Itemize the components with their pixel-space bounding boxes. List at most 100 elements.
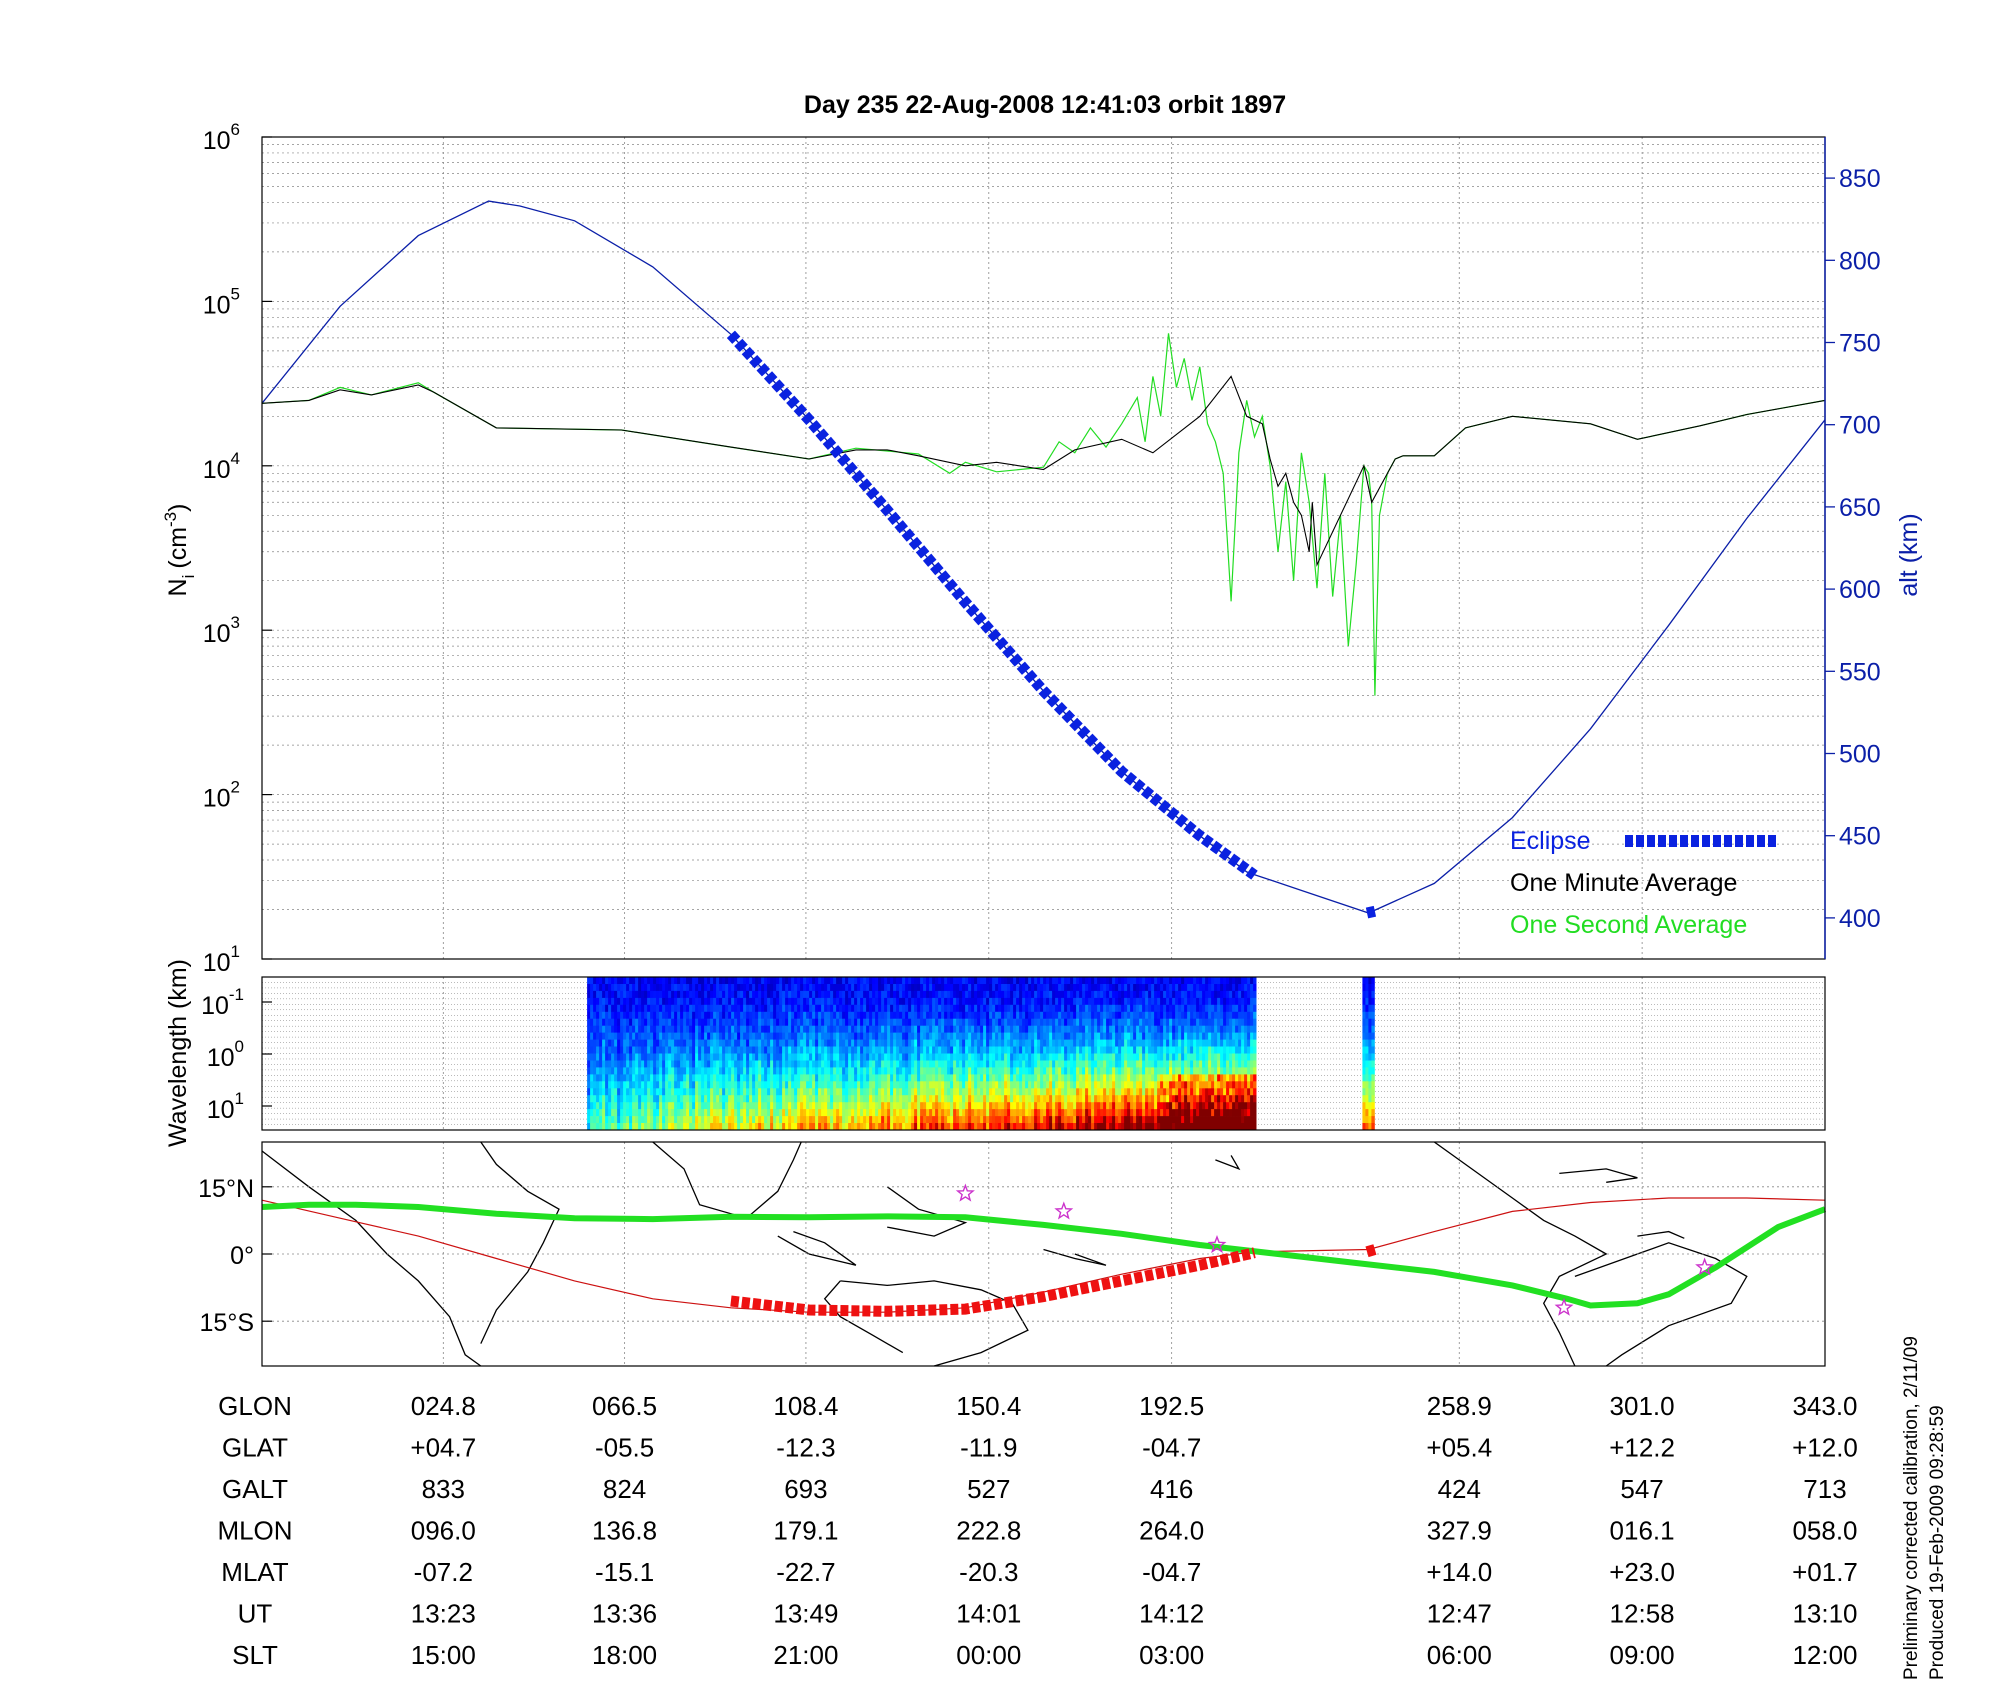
spectrogram-cell [929,1116,933,1124]
spectrogram-cell [1247,1032,1251,1040]
spectrogram-cell [587,1011,591,1020]
spectrogram-cell [590,1004,594,1013]
spectrogram-cell [947,1102,951,1110]
spectrogram-cell [998,977,1002,985]
spectrogram-cell [938,990,942,999]
spectrogram-cell [1007,1081,1011,1089]
spectrogram-cell [1052,1025,1056,1034]
spectrogram-cell [962,997,966,1006]
spectrogram-cell [902,1025,906,1034]
spectrogram-cell [755,1088,759,1096]
spectrogram-cell [1121,1081,1125,1089]
spectrogram-cell [743,1046,747,1054]
spectrogram-cell [1085,1102,1089,1110]
spectrogram-cell [905,1123,909,1131]
spectrogram-cell [1052,1102,1056,1110]
spectrogram-cell [959,1032,963,1040]
spectrogram-cell [614,1018,618,1027]
spectrogram-cell [941,990,945,999]
spectrogram-cell [815,1060,819,1068]
spectrogram-cell [1043,1053,1047,1061]
spectrogram-cell [671,984,675,992]
spectrogram-cell [1022,1102,1026,1110]
spectrogram-cell [1205,1053,1209,1061]
spectrogram-cell [767,1081,771,1089]
spectrogram-cell [1184,1032,1188,1040]
spectrogram-cell [590,1060,594,1068]
spectrogram-cell [602,1018,606,1027]
spectrogram-cell [1139,1074,1143,1082]
spectrogram-cell [935,984,939,992]
spectrogram-cell [788,990,792,999]
spectrogram-cell [626,1088,630,1096]
spectrogram-cell [800,1018,804,1027]
spectrogram-cell [734,1053,738,1061]
spectrogram-cell [1013,1074,1017,1082]
spectrogram-cell [1088,1102,1092,1110]
spectrogram-cell [749,1025,753,1034]
spectrogram-cell [899,1123,903,1131]
spectrogram-cell [1124,1081,1128,1089]
spectrogram-cell [713,1039,717,1047]
spectrogram-cell [1022,1067,1026,1075]
spectrogram-cell [599,1123,603,1131]
spectrogram-cell [992,1109,996,1117]
spectrogram-cell [851,1095,855,1103]
spectrogram-cell [1190,1067,1194,1075]
spectrogram-cell [1235,1060,1239,1068]
spectrogram-cell [971,1102,975,1110]
spectrogram-cell [743,1004,747,1013]
spectrogram-cell [1229,984,1233,992]
spectrogram-cell [962,1004,966,1013]
spectrogram-cell [785,1011,789,1020]
spectrogram-cell [863,1109,867,1117]
spectrogram-cell [944,1081,948,1089]
spectrogram-cell [704,990,708,999]
spectrogram-cell [608,1011,612,1020]
spectrogram-cell [689,1095,693,1103]
spectrogram-cell [1190,1088,1194,1096]
spectrogram-cell [644,1102,648,1110]
spectrogram-cell [617,1074,621,1082]
spectrogram-cell [1049,1046,1053,1054]
spectrogram-cell [869,1102,873,1110]
spectrogram-cell [692,1004,696,1013]
spectrogram-cell [809,1011,813,1020]
spectrogram-cell [917,990,921,999]
spectrogram-cell [611,1011,615,1020]
spectrogram-cell [779,984,783,992]
spectrogram-cell [1064,997,1068,1006]
spectrogram-cell [1013,1102,1017,1110]
spectrogram-cell [605,977,609,985]
spectrogram-cell [1208,1060,1212,1068]
spectrogram-cell [632,1123,636,1131]
spectrogram-cell [1142,1067,1146,1075]
spectrogram-cell [608,1109,612,1117]
spectrogram-cell [959,1011,963,1020]
spectrogram-cell [1118,1004,1122,1013]
spectrogram-cell [587,977,591,985]
spectrogram-cell [926,1060,930,1068]
spectrogram-cell [851,1039,855,1047]
spectrogram-cell [905,1025,909,1034]
spectrogram-cell [1058,1011,1062,1020]
spectrogram-cell [950,997,954,1006]
spectrogram-cell [920,1011,924,1020]
spectrogram-cell [593,1095,597,1103]
spectrogram-cell [917,1123,921,1131]
spectrogram-cell [686,1095,690,1103]
spectrogram-cell [923,1060,927,1068]
spectrogram-cell [782,997,786,1006]
spectrogram-cell [980,1067,984,1075]
spectrogram-cell [656,1053,660,1061]
spectrogram-cell [1070,984,1074,992]
spectrogram-cell [1010,1074,1014,1082]
spectrogram-cell [1226,1116,1230,1124]
spectrogram-cell [764,1011,768,1020]
spectrogram-cell [923,997,927,1006]
spectrogram-cell [1124,1088,1128,1096]
spectrogram-cell [755,1032,759,1040]
spectrogram-cell [1175,1095,1179,1103]
spectrogram-cell [839,1046,843,1054]
spectrogram-cell [764,1060,768,1068]
